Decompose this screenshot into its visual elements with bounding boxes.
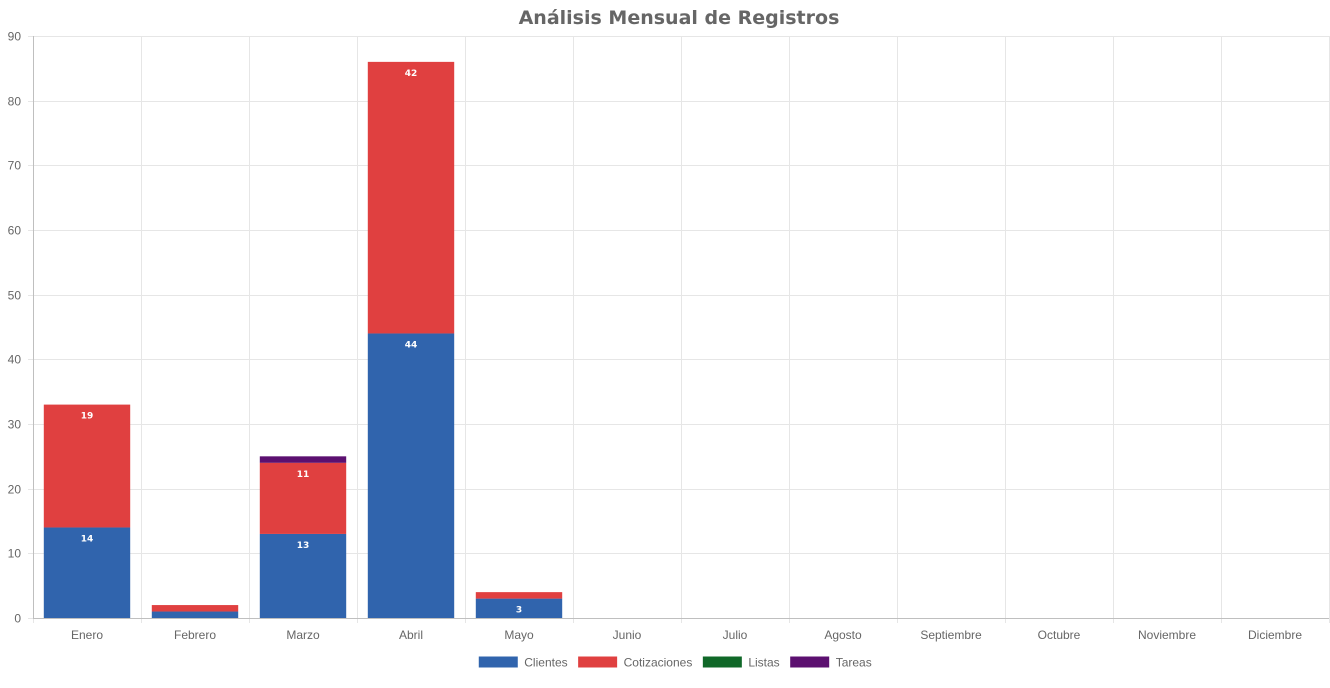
y-tick-label: 40 bbox=[8, 353, 22, 367]
data-label: 13 bbox=[297, 541, 310, 551]
legend-label-cotizaciones[interactable]: Cotizaciones bbox=[624, 656, 693, 670]
data-label: 11 bbox=[297, 470, 310, 480]
x-tick-label: Mayo bbox=[504, 628, 534, 642]
x-tick-label: Abril bbox=[399, 628, 423, 642]
y-tick-label: 20 bbox=[8, 483, 22, 497]
x-tick-label: Enero bbox=[71, 628, 103, 642]
bar-cotizaciones-mayo[interactable] bbox=[475, 592, 563, 599]
bar-cotizaciones-enero[interactable] bbox=[43, 404, 131, 528]
axes: 0 10 20 30 40 50 60 70 80 90 Enero Febrero Marzo Abri… bbox=[8, 30, 1329, 642]
data-label: 14 bbox=[81, 534, 94, 544]
bar-cotizaciones-marzo[interactable] bbox=[259, 462, 347, 534]
chart-title: Análisis Mensual de Registros bbox=[519, 7, 840, 29]
bar-cotizaciones-febrero[interactable] bbox=[151, 605, 239, 612]
legend-swatch-cotizaciones[interactable] bbox=[577, 655, 619, 669]
x-tick-label: Marzo bbox=[286, 628, 320, 642]
x-tick-label: Febrero bbox=[174, 628, 216, 642]
y-tick-label: 70 bbox=[8, 159, 22, 173]
bars bbox=[43, 61, 563, 618]
y-tick-label: 30 bbox=[8, 418, 22, 432]
data-label: 3 bbox=[516, 606, 522, 616]
legend-swatch-clientes[interactable] bbox=[477, 655, 519, 669]
grid-lines bbox=[28, 36, 1330, 623]
y-tick-label: 90 bbox=[8, 30, 22, 44]
bar-cotizaciones-abril[interactable] bbox=[367, 61, 455, 334]
legend-label-tareas[interactable]: Tareas bbox=[836, 656, 872, 670]
x-tick-label: Octubre bbox=[1038, 628, 1081, 642]
legend-swatch-listas[interactable] bbox=[701, 655, 743, 669]
y-tick-label: 50 bbox=[8, 289, 22, 303]
x-tick-label: Septiembre bbox=[920, 628, 982, 642]
data-label: 19 bbox=[81, 412, 94, 422]
bar-clientes-mayo[interactable] bbox=[475, 598, 563, 618]
y-tick-label: 80 bbox=[8, 95, 22, 109]
legend-label-clientes[interactable]: Clientes bbox=[524, 656, 567, 670]
data-label: 44 bbox=[405, 340, 418, 350]
x-tick-label: Diciembre bbox=[1248, 628, 1302, 642]
data-label: 42 bbox=[405, 69, 418, 79]
legend-swatch-tareas[interactable] bbox=[789, 655, 831, 669]
bar-clientes-abril[interactable] bbox=[367, 333, 455, 618]
legend[interactable]: Clientes Cotizaciones Listas Tareas bbox=[477, 655, 872, 670]
bar-clientes-enero[interactable] bbox=[43, 527, 131, 618]
bar-tareas-marzo[interactable] bbox=[259, 456, 347, 463]
data-labels: 14 19 13 11 44 42 3 bbox=[81, 69, 522, 616]
bar-clientes-marzo[interactable] bbox=[259, 533, 347, 618]
bar-clientes-febrero[interactable] bbox=[151, 611, 239, 618]
legend-label-listas[interactable]: Listas bbox=[748, 656, 779, 670]
x-tick-label: Julio bbox=[723, 628, 748, 642]
y-tick-label: 60 bbox=[8, 224, 22, 238]
x-tick-label: Junio bbox=[613, 628, 642, 642]
x-tick-label: Agosto bbox=[824, 628, 862, 642]
y-tick-label: 10 bbox=[8, 547, 22, 561]
y-tick-label: 0 bbox=[14, 612, 21, 626]
x-tick-label: Noviembre bbox=[1138, 628, 1196, 642]
